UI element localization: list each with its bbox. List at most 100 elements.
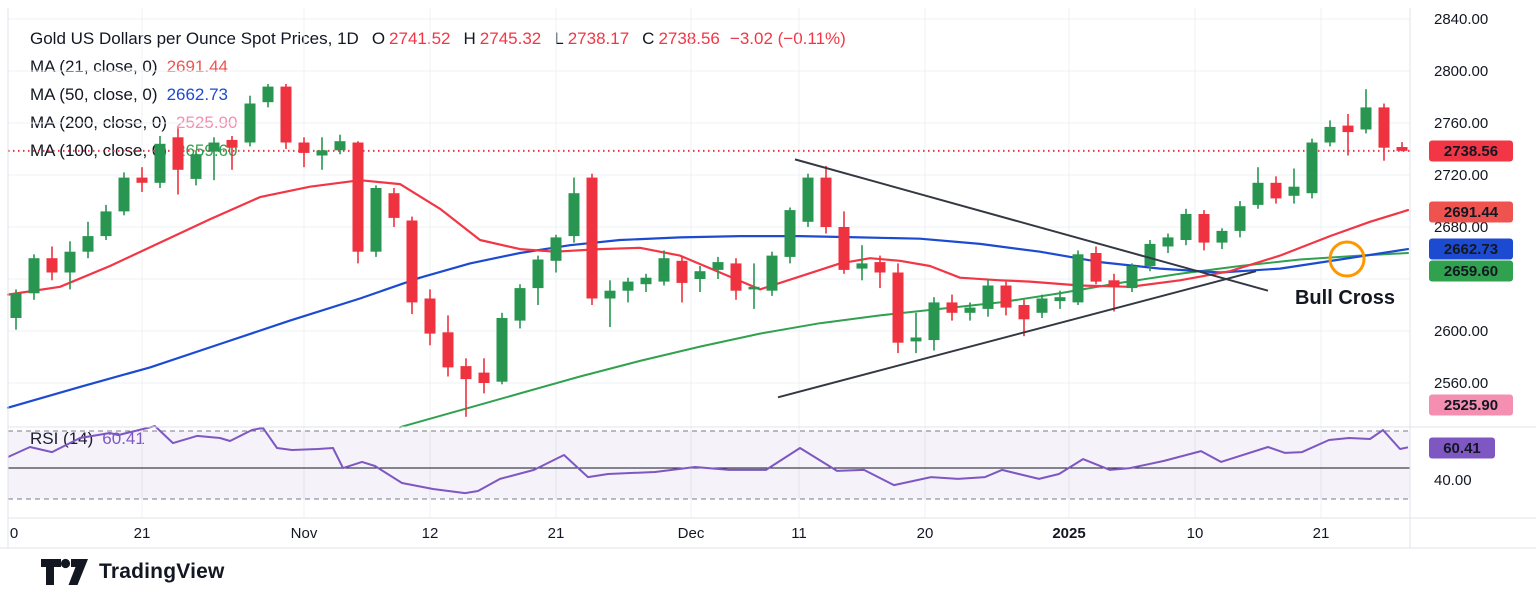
candle-body bbox=[1054, 297, 1066, 302]
candle-body bbox=[640, 277, 652, 285]
candle-body bbox=[676, 260, 688, 283]
rsi-line bbox=[7, 425, 1409, 495]
candle-body bbox=[946, 302, 958, 313]
candle-body bbox=[496, 318, 508, 382]
candle-body bbox=[1198, 214, 1210, 243]
rsi-axis-label: 40.00 bbox=[1434, 472, 1472, 489]
time-axis-label: Dec bbox=[678, 525, 705, 542]
candle-body bbox=[1378, 107, 1390, 148]
candle-body bbox=[784, 210, 796, 257]
price-axis-label: 2680.00 bbox=[1434, 219, 1488, 236]
candle-body bbox=[802, 177, 814, 222]
ma50-value: 2662.73 bbox=[167, 85, 228, 105]
candle-body bbox=[1018, 305, 1030, 320]
candle-body bbox=[1180, 214, 1192, 240]
time-axis-label: 0 bbox=[10, 525, 18, 542]
candle-body bbox=[136, 177, 148, 183]
price-badge-ma200: 2525.90 bbox=[1429, 394, 1513, 416]
open-value: 2741.52 bbox=[389, 29, 450, 49]
candle-body bbox=[1000, 285, 1012, 308]
candle-body bbox=[910, 337, 922, 342]
price-badge-last-text: 2738.56 bbox=[1444, 143, 1498, 160]
price-axis[interactable]: 2840.00 2800.00 2760.00 2720.00 2680.00 2600.… bbox=[1410, 8, 1536, 518]
candle-body bbox=[730, 263, 742, 291]
price-badge-ma200-bg bbox=[1429, 394, 1513, 416]
tradingview-logo-text: TradingView bbox=[99, 560, 225, 583]
open-key: O bbox=[372, 29, 385, 49]
time-axis[interactable]: 0 21 Nov 12 21 Dec 11 20 2025 10 21 bbox=[8, 518, 1410, 548]
bull-cross-annotation[interactable]: Bull Cross bbox=[1295, 240, 1395, 309]
candle-body bbox=[298, 142, 310, 153]
bull-cross-text: Bull Cross bbox=[1295, 287, 1395, 309]
candle-body bbox=[118, 177, 130, 212]
candle-body bbox=[568, 193, 580, 237]
rsi-band-fill bbox=[8, 431, 1410, 499]
time-axis-label: 21 bbox=[134, 525, 151, 542]
price-badge-ma100: 2659.60 bbox=[1429, 260, 1513, 282]
time-axis-label: 21 bbox=[1313, 525, 1330, 542]
candle-body bbox=[64, 251, 76, 273]
price-badge-ma100-bg bbox=[1429, 260, 1513, 282]
price-badge-ma50-text: 2662.73 bbox=[1444, 241, 1498, 258]
time-axis-label: Nov bbox=[291, 525, 318, 542]
price-badge-ma50: 2662.73 bbox=[1429, 238, 1513, 260]
legend-ma50-row[interactable]: MA (50, close, 0) 2662.73 bbox=[30, 81, 846, 109]
symbol-title-row[interactable]: Gold US Dollars per Ounce Spot Prices, 1… bbox=[30, 25, 846, 53]
candle-body bbox=[262, 86, 274, 103]
candle-body bbox=[226, 139, 238, 148]
candle-body bbox=[460, 366, 472, 380]
ma-line-1 bbox=[6, 235, 1410, 409]
candle-body bbox=[712, 262, 724, 270]
pane-borders bbox=[0, 8, 1536, 549]
low-value: 2738.17 bbox=[568, 29, 629, 49]
candle-body bbox=[1126, 266, 1138, 289]
bull-cross-circle[interactable] bbox=[1328, 240, 1366, 278]
candle-body bbox=[10, 293, 22, 318]
high-value: 2745.32 bbox=[480, 29, 541, 49]
candle-body bbox=[1162, 237, 1174, 247]
candle-body bbox=[1036, 298, 1048, 313]
trendline-0[interactable] bbox=[794, 158, 1269, 292]
candle-body bbox=[478, 372, 490, 383]
candle-body bbox=[838, 227, 850, 270]
rsi-badge-value: 60.41 bbox=[1429, 437, 1495, 459]
tradingview-logo[interactable]: TradingView bbox=[40, 556, 225, 588]
candle-body bbox=[604, 290, 616, 299]
candle-body bbox=[1234, 206, 1246, 231]
candle-body bbox=[208, 142, 220, 152]
price-badge-ma21-text: 2691.44 bbox=[1444, 204, 1499, 221]
tradingview-logo-icon bbox=[41, 558, 88, 585]
candle-body bbox=[532, 259, 544, 289]
candle-body bbox=[190, 154, 202, 179]
candle-body bbox=[928, 302, 940, 341]
rsi-badge-value-text: 60.41 bbox=[1443, 440, 1481, 457]
time-axis-label: 20 bbox=[917, 525, 934, 542]
candle-body bbox=[982, 285, 994, 309]
candle-body bbox=[658, 258, 670, 282]
vertical-gridlines bbox=[141, 8, 1322, 518]
candlestick-series bbox=[10, 84, 1408, 417]
price-axis-label: 2760.00 bbox=[1434, 115, 1488, 132]
low-key: L bbox=[554, 29, 563, 49]
price-axis-label: 2600.00 bbox=[1434, 323, 1488, 340]
ma50-label: MA (50, close, 0) bbox=[30, 85, 158, 105]
candle-body bbox=[1216, 230, 1228, 243]
candle-body bbox=[748, 286, 760, 290]
candle-body bbox=[874, 262, 886, 273]
candle-body bbox=[892, 272, 904, 343]
candle-body bbox=[424, 298, 436, 334]
candle-body bbox=[694, 271, 706, 279]
candle-body bbox=[334, 141, 346, 151]
candle-body bbox=[964, 307, 976, 313]
candle-body bbox=[766, 255, 778, 291]
candle-body bbox=[586, 177, 598, 299]
candle-body bbox=[1396, 147, 1408, 151]
close-key: C bbox=[642, 29, 654, 49]
candle-body bbox=[1090, 253, 1102, 282]
candle-body bbox=[388, 193, 400, 218]
candle-body bbox=[1270, 182, 1282, 199]
trendline-1[interactable] bbox=[777, 270, 1257, 399]
price-badge-ma200-text: 2525.90 bbox=[1444, 397, 1498, 414]
candle-body bbox=[406, 220, 418, 303]
